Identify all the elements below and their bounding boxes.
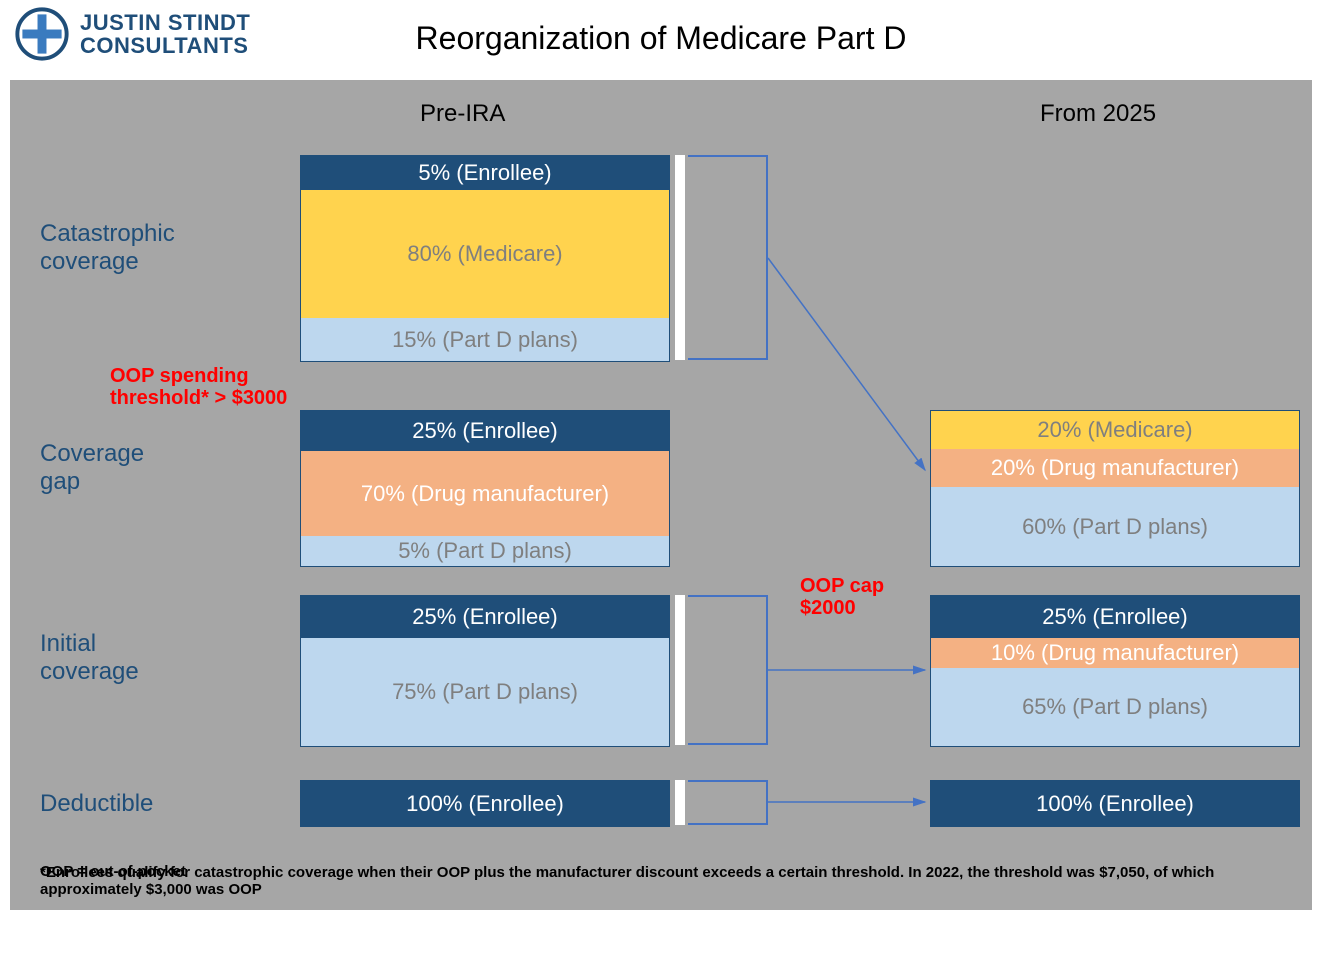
row-label-initial: Initial coverage	[40, 630, 139, 685]
stack-right-initial: 25% (Enrollee)10% (Drug manufacturer)65%…	[930, 595, 1300, 747]
col-head-left: Pre-IRA	[420, 100, 505, 128]
stack-left-catastrophic: 5% (Enrollee)80% (Medicare)15% (Part D p…	[300, 155, 670, 362]
bracket-cat	[688, 155, 768, 360]
segment: 25% (Enrollee)	[301, 596, 669, 638]
segment: 20% (Medicare)	[931, 411, 1299, 449]
stack-left-gap: 25% (Enrollee)70% (Drug manufacturer)5% …	[300, 410, 670, 567]
segment: 10% (Drug manufacturer)	[931, 638, 1299, 668]
stack-left-deductible: 100% (Enrollee)	[300, 780, 670, 827]
stack-right-deductible: 100% (Enrollee)	[930, 780, 1300, 827]
segment: 100% (Enrollee)	[931, 781, 1299, 826]
whitebar-cat	[675, 155, 685, 360]
stack-right-gap: 20% (Medicare)20% (Drug manufacturer)60%…	[930, 410, 1300, 567]
footnote-2: *Enrollees qualify for catastrophic cove…	[40, 864, 1312, 898]
whitebar-init	[675, 595, 685, 745]
segment: 25% (Enrollee)	[931, 596, 1299, 638]
segment: 80% (Medicare)	[301, 190, 669, 318]
segment: 60% (Part D plans)	[931, 487, 1299, 566]
segment: 25% (Enrollee)	[301, 411, 669, 451]
segment: 100% (Enrollee)	[301, 781, 669, 826]
segment: 15% (Part D plans)	[301, 318, 669, 361]
segment: 65% (Part D plans)	[931, 668, 1299, 746]
row-label-gap: Coverage gap	[40, 440, 144, 495]
segment: 70% (Drug manufacturer)	[301, 451, 669, 536]
bracket-init	[688, 595, 768, 745]
segment: 75% (Part D plans)	[301, 638, 669, 746]
segment: 5% (Part D plans)	[301, 536, 669, 566]
stack-left-initial: 25% (Enrollee)75% (Part D plans)	[300, 595, 670, 747]
oop-threshold-note: OOP spending threshold* > $3000	[110, 365, 287, 409]
row-label-catastrophic: Catastrophic coverage	[40, 220, 175, 275]
row-label-deductible: Deductible	[40, 790, 153, 818]
segment: 20% (Drug manufacturer)	[931, 449, 1299, 487]
diagram-canvas: Pre-IRA From 2025 Catastrophic coverage …	[10, 80, 1312, 910]
whitebar-ded	[675, 780, 685, 825]
col-head-right: From 2025	[1040, 100, 1156, 128]
segment: 5% (Enrollee)	[301, 156, 669, 190]
page-title: Reorganization of Medicare Part D	[0, 20, 1322, 57]
bracket-ded	[688, 780, 768, 825]
oop-cap-note: OOP cap $2000	[800, 575, 884, 619]
